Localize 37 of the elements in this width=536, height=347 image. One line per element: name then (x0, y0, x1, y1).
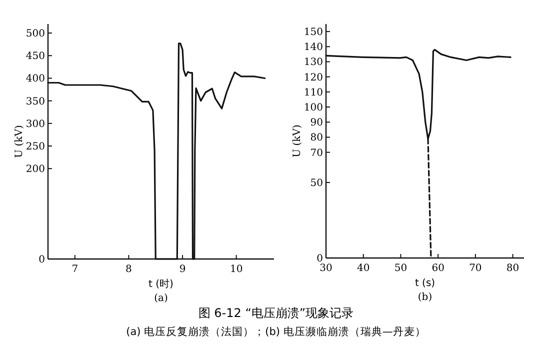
x-tick-label: 10 (230, 264, 243, 275)
y-tick-label: 250 (26, 142, 45, 153)
x-tick-label: 9 (179, 264, 186, 275)
y-tick-label: 120 (304, 72, 323, 84)
y-tick-label: 110 (304, 87, 323, 98)
y-tick-label: 200 (26, 164, 45, 176)
text: (a) 电压反复崩溃（法国）；(b) 电压濒临崩溃（瑞典—丹麦） (126, 325, 426, 338)
y-tick-label: 300 (26, 118, 45, 130)
y-tick-label: 70 (310, 148, 323, 159)
x-tick-label: 80 (506, 263, 520, 274)
y-tick-label: 140 (304, 42, 323, 54)
y-tick-label: 400 (26, 74, 45, 85)
y-tick-label: 0 (38, 254, 45, 266)
y-tick-label: 450 (26, 51, 45, 62)
x-tick-label: 30 (320, 263, 332, 274)
text: 图 6-12 “电压崩溃”现象记录 (198, 306, 354, 320)
y-tick-label: 100 (304, 102, 323, 114)
y-tick-label: 0 (316, 254, 323, 264)
text: (b) (418, 292, 432, 303)
y-tick-label: 90 (310, 118, 323, 129)
y-tick-label: 350 (26, 96, 45, 108)
y-tick-label: 150 (304, 27, 323, 38)
text: (a) (154, 293, 168, 304)
x-tick-label: 40 (356, 263, 370, 274)
y-tick-label: 50 (310, 178, 323, 190)
y-tick-label: 130 (304, 57, 323, 68)
x-tick-label: 60 (432, 263, 444, 274)
x-tick-label: 8 (126, 264, 132, 275)
x-tick-label: 50 (394, 263, 408, 274)
x-tick-label: 70 (469, 263, 482, 274)
x-axis-title: t (时) (148, 278, 174, 290)
x-tick-label: 7 (72, 264, 78, 275)
y-tick-label: 80 (310, 132, 323, 144)
y-axis-title: U (kV) (14, 125, 25, 158)
x-axis-title: t (s) (414, 278, 436, 289)
y-tick-label: 500 (26, 28, 45, 40)
y-axis-title: U (kV) (292, 124, 303, 158)
